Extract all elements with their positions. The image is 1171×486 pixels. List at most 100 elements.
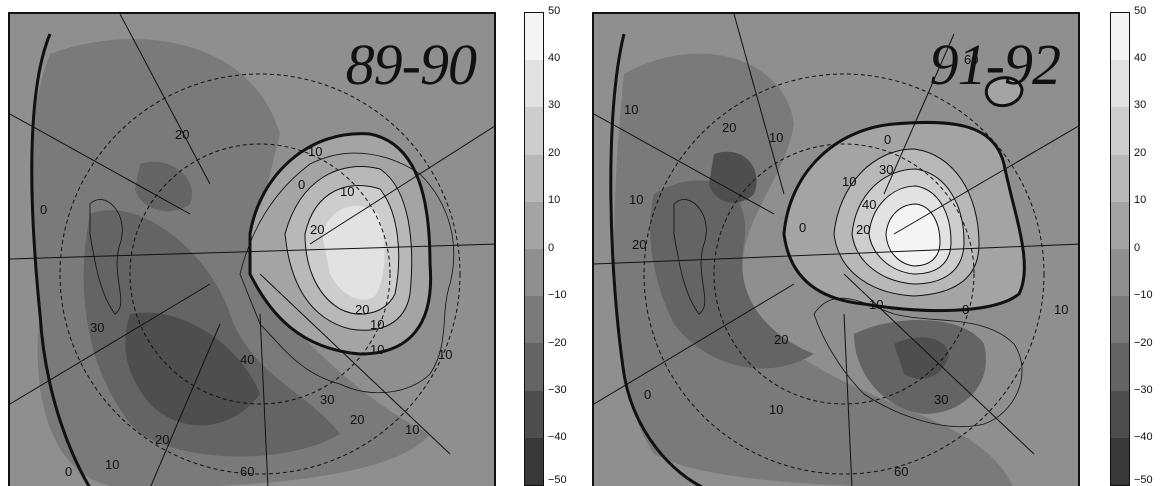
contour-label: 10	[1054, 302, 1068, 317]
contour-label: 0	[799, 220, 806, 235]
colorbar-tick: 20	[1134, 147, 1147, 159]
antarctica-coastline	[239, 152, 455, 394]
colorbar-segment	[525, 437, 543, 485]
colorbar-tick: 0	[548, 242, 555, 254]
colorbar-segment	[1111, 296, 1129, 344]
contour-zero-bold-left	[30, 33, 91, 486]
colorbar-tick: −50	[548, 474, 567, 486]
map-panel-89-90: 10 20 10 20 20 10 10 0 0 40 30 20 20 30 …	[8, 12, 496, 486]
contour-label: 40	[862, 197, 876, 212]
colorbar-tick: 30	[1134, 99, 1147, 111]
contour-label: 20	[722, 120, 736, 135]
colorbar-tick: 40	[548, 52, 561, 64]
colorbar-segment	[1111, 60, 1129, 108]
contour-zero-bold-small	[984, 76, 1024, 108]
contour-region-neg20-top	[135, 161, 192, 212]
meridian	[10, 283, 211, 405]
colorbar-segment	[1111, 343, 1129, 391]
meridian	[893, 125, 1078, 235]
contour-label: 10	[438, 347, 452, 362]
colorbar-ticks: 50 40 30 20 10 0 −10 −20 −30 −40 −50	[1134, 6, 1171, 486]
colorbar-tick: 30	[548, 99, 561, 111]
meridian	[10, 113, 191, 215]
colorbar-segment	[525, 107, 543, 155]
colorbar-tick: −40	[1134, 431, 1153, 443]
contour-label: 10	[629, 192, 643, 207]
colorbar-tick: 10	[1134, 194, 1147, 206]
colorbar-segment	[1111, 390, 1129, 438]
peninsula-coastline	[89, 199, 123, 315]
contour-region-neg30	[125, 312, 261, 426]
contour-label: 0	[884, 132, 891, 147]
colorbar-segment	[525, 249, 543, 297]
colorbar-tick: −30	[1134, 384, 1153, 396]
contour-label: 0	[962, 302, 969, 317]
contour-label: 0	[298, 177, 305, 192]
colorbar	[1110, 12, 1130, 486]
contour-label: 20	[155, 432, 169, 447]
polar-map-89-90: 10 20 10 20 20 10 10 0 0 40 30 20 20 30 …	[10, 14, 494, 486]
contour-label: 20	[774, 332, 788, 347]
latitude-circle-outer	[59, 73, 461, 475]
contour-label: 40	[240, 352, 254, 367]
colorbar-tick: −20	[548, 337, 567, 349]
contour-label: 10	[769, 402, 783, 417]
contour-label: 60	[894, 464, 908, 479]
meridian	[883, 33, 955, 195]
period-label: 91-92	[929, 32, 1061, 97]
colorbar-tick: 0	[1134, 242, 1141, 254]
contour-region-neg10-top	[104, 72, 210, 157]
meridian	[259, 313, 269, 486]
contour-label: 60	[964, 52, 978, 67]
contour-label: 20	[175, 127, 189, 142]
contour-label: 10	[370, 317, 384, 332]
colorbar-segment	[1111, 249, 1129, 297]
colorbar-tick: 20	[548, 147, 561, 159]
contour-label: 20	[310, 222, 324, 237]
colorbar-segment	[525, 154, 543, 202]
meridian	[150, 323, 221, 486]
contour-region-neg30-b	[894, 337, 949, 379]
colorbar-segment	[1111, 201, 1129, 249]
colorbar-segment	[525, 60, 543, 108]
contour-label: 0	[65, 464, 72, 479]
contour-label: 30	[879, 162, 893, 177]
meridian	[843, 313, 853, 486]
colorbar-tick: 40	[1134, 52, 1147, 64]
colorbar-tick: 10	[548, 194, 561, 206]
contour-label: 20	[350, 412, 364, 427]
meridian	[594, 113, 775, 215]
meridian	[119, 14, 211, 185]
colorbar-segment	[1111, 437, 1129, 485]
colorbar-ticks: 50 40 30 20 10 0 −10 −20 −30 −40 −50	[548, 6, 588, 486]
colorbar-tick: −40	[548, 431, 567, 443]
contour-label: 10	[405, 422, 419, 437]
contour-zero-bold-left	[609, 33, 704, 486]
colorbar-segment	[1111, 13, 1129, 61]
polar-map-91-92: 60 20 10 10 0 10 30 40 20 10 0 0 20 30 1…	[594, 14, 1078, 486]
colorbar-tick: −10	[548, 289, 567, 301]
meridian	[309, 125, 494, 245]
colorbar-segment	[1111, 107, 1129, 155]
colorbar-tick: −20	[1134, 337, 1153, 349]
colorbar-tick: 50	[1134, 5, 1147, 17]
colorbar	[524, 12, 544, 486]
colorbar-tick: −50	[1134, 474, 1153, 486]
colorbar-segment	[525, 343, 543, 391]
contour-label: 10	[308, 144, 322, 159]
meridian	[594, 243, 1078, 265]
colorbar-tick: 50	[548, 5, 561, 17]
contour-label: 30	[90, 320, 104, 335]
colorbar-segment	[525, 201, 543, 249]
meridian	[843, 273, 1035, 455]
colorbar-tick: −30	[548, 384, 567, 396]
contour-label: 20	[355, 302, 369, 317]
meridian	[10, 243, 494, 260]
latitude-circle-inner	[713, 143, 975, 405]
contour-label: 10	[105, 457, 119, 472]
contour-label: 20	[632, 237, 646, 252]
peninsula-coastline	[673, 199, 707, 315]
contour-label: 10	[869, 297, 883, 312]
contour-label: 0	[644, 387, 651, 402]
period-label: 89-90	[345, 32, 477, 97]
